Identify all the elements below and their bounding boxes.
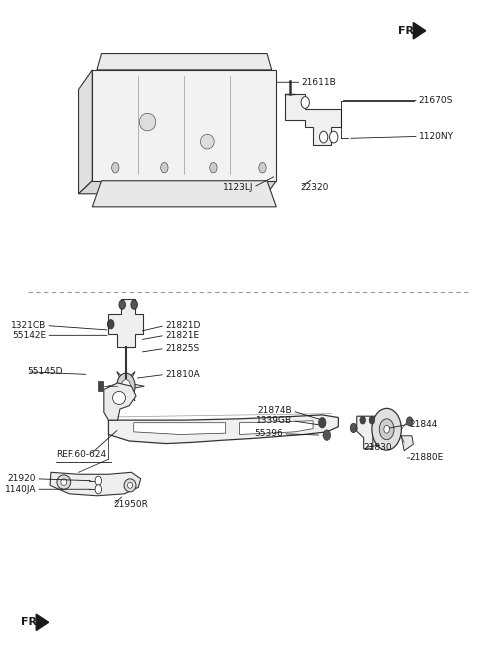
Circle shape [360,416,365,424]
Circle shape [210,162,217,173]
Text: 22320: 22320 [300,183,329,192]
Circle shape [112,162,119,173]
Polygon shape [108,299,143,347]
Polygon shape [117,371,125,383]
Text: 55142E: 55142E [12,331,47,340]
Text: 1339GB: 1339GB [256,417,292,425]
Circle shape [301,97,310,108]
Ellipse shape [128,482,132,488]
Text: 21810A: 21810A [165,370,200,379]
Polygon shape [108,383,122,389]
Circle shape [369,416,375,424]
Text: FR.: FR. [21,617,42,627]
Circle shape [379,419,394,440]
Text: 21821D: 21821D [165,321,200,330]
Circle shape [131,300,137,309]
Ellipse shape [113,392,125,404]
Circle shape [323,430,331,440]
Text: 1321CB: 1321CB [11,321,47,330]
Text: 21825S: 21825S [165,344,199,353]
Polygon shape [130,383,144,389]
Polygon shape [92,181,276,207]
Text: 1123LJ: 1123LJ [223,183,253,192]
Text: 21920: 21920 [8,474,36,483]
Polygon shape [117,390,125,401]
Ellipse shape [139,113,156,131]
Polygon shape [108,415,338,443]
Text: 55396: 55396 [254,429,283,438]
Text: 21830: 21830 [364,443,392,452]
Text: FR.: FR. [398,26,419,36]
Polygon shape [50,472,141,496]
Text: 21874B: 21874B [258,407,292,415]
Circle shape [108,320,114,329]
Ellipse shape [61,479,67,485]
Text: 21950R: 21950R [113,500,148,510]
Text: 21821E: 21821E [165,331,199,340]
Ellipse shape [57,475,71,489]
Circle shape [372,408,401,450]
Text: 21880E: 21880E [409,453,444,462]
Polygon shape [357,416,376,449]
Polygon shape [401,436,413,451]
Text: 21670S: 21670S [419,96,453,105]
Ellipse shape [200,134,214,149]
Circle shape [407,417,413,426]
Polygon shape [413,22,426,39]
Circle shape [330,131,338,143]
Polygon shape [92,70,276,181]
Circle shape [259,162,266,173]
Circle shape [384,425,389,433]
Polygon shape [104,383,136,420]
Text: 21611B: 21611B [301,78,336,86]
Circle shape [95,476,102,485]
Circle shape [117,373,135,400]
Polygon shape [79,181,276,194]
Polygon shape [97,54,272,70]
Text: REF.60-624: REF.60-624 [57,450,107,459]
Circle shape [121,380,131,393]
Polygon shape [79,70,92,194]
Polygon shape [240,421,313,434]
Polygon shape [134,422,226,434]
Polygon shape [126,390,135,401]
Text: 1120NY: 1120NY [419,132,454,141]
Circle shape [319,417,326,428]
Circle shape [350,423,357,432]
Circle shape [161,162,168,173]
Circle shape [119,300,125,309]
Bar [98,381,103,392]
Circle shape [95,485,102,494]
Text: 1140JA: 1140JA [5,485,36,494]
Text: 21844: 21844 [409,420,438,428]
Polygon shape [126,371,135,383]
Circle shape [320,131,328,143]
Text: 55145D: 55145D [27,367,62,377]
Polygon shape [286,94,341,145]
Polygon shape [36,614,48,631]
Ellipse shape [124,479,136,492]
